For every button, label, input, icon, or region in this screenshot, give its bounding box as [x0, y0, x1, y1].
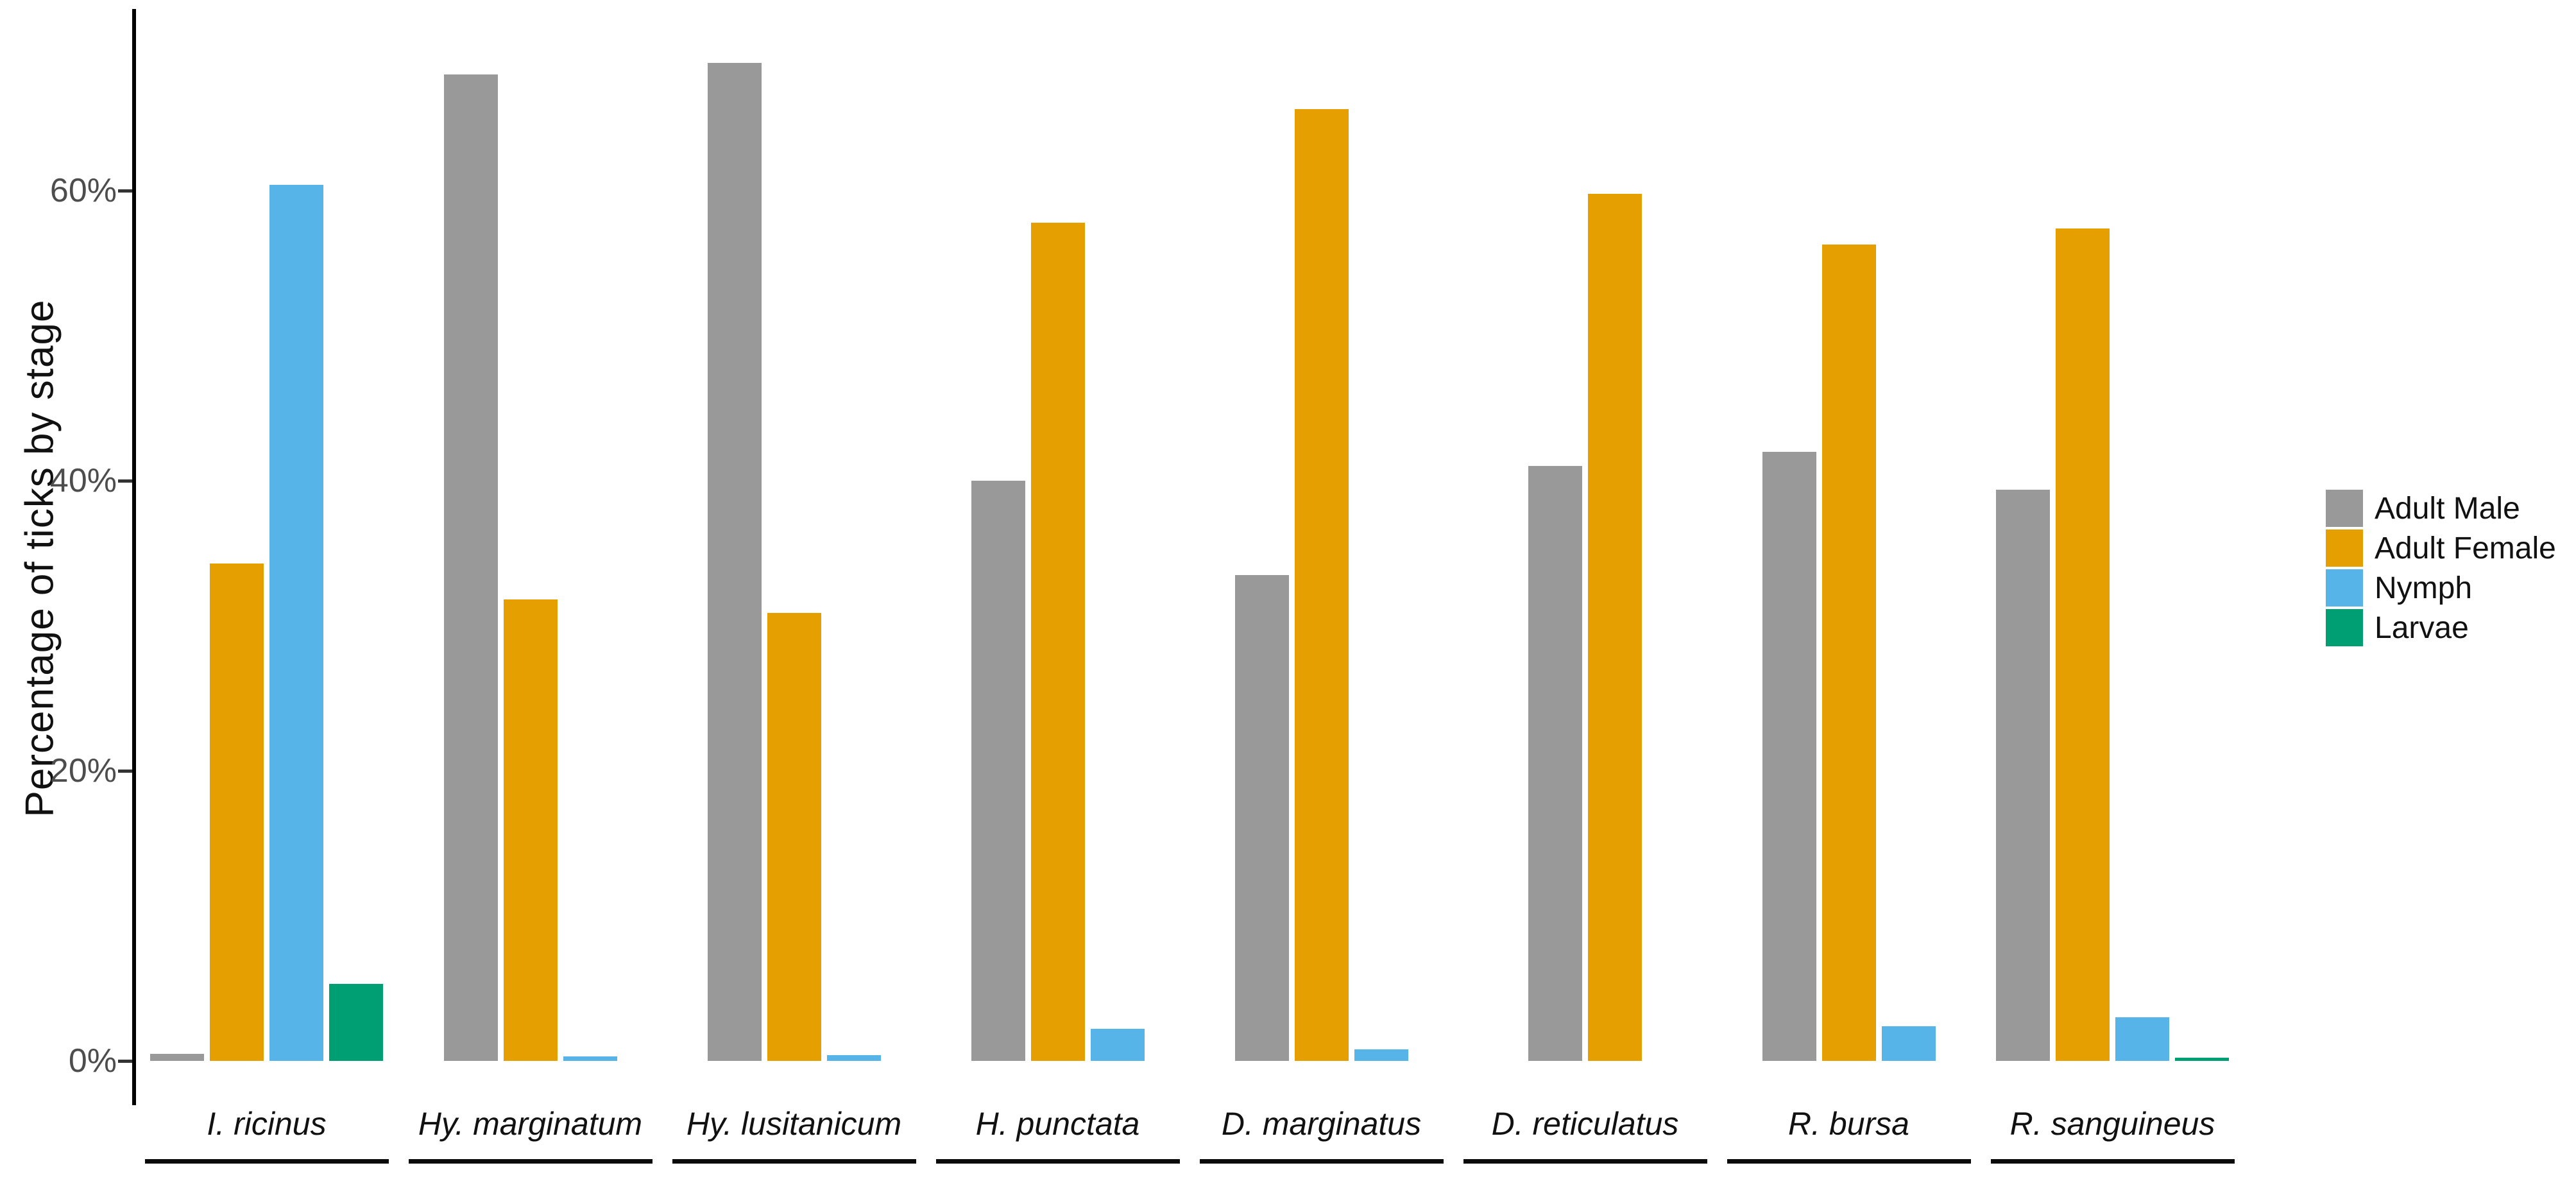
- legend-label: Adult Male: [2375, 491, 2520, 526]
- x-tick-label: D. reticulatus: [1491, 1106, 1679, 1142]
- x-label-underline: [672, 1159, 916, 1164]
- legend-swatch: [2326, 529, 2363, 567]
- x-label-underline: [1199, 1159, 1444, 1164]
- legend-label: Adult Female: [2375, 531, 2556, 565]
- x-tick-label: R. sanguineus: [2009, 1106, 2215, 1142]
- bar-nymph: [1090, 1029, 1145, 1061]
- bar-adult-female: [2056, 228, 2110, 1061]
- x-tick-label: Hy. lusitanicum: [686, 1106, 902, 1142]
- bar-group: [1190, 39, 1453, 1061]
- y-axis-title: Percentage of ticks by stage: [17, 299, 62, 818]
- y-tick-label: 60%: [49, 172, 117, 209]
- x-tick-label: Hy. marginatum: [418, 1106, 643, 1142]
- x-label-underline: [935, 1159, 1180, 1164]
- y-tick-mark: [118, 189, 132, 193]
- x-label-underline: [1727, 1159, 1971, 1164]
- bar-group: [662, 39, 926, 1061]
- x-label-underline: [1463, 1159, 1707, 1164]
- bar-nymph: [1881, 1026, 1936, 1061]
- bar-nymph: [2115, 1017, 2169, 1061]
- bar-group: [135, 39, 398, 1061]
- x-label-underline: [1990, 1159, 2235, 1164]
- legend: Adult Male Adult Female Nymph Larvae: [2326, 490, 2556, 646]
- x-tick-label: H. punctata: [975, 1106, 1140, 1142]
- y-axis-line: [132, 9, 136, 1105]
- legend-swatch: [2326, 609, 2363, 646]
- bar-adult-female: [1294, 109, 1349, 1061]
- bar-larvae: [2175, 1058, 2229, 1061]
- bar-nymph: [826, 1054, 881, 1061]
- bar-group: [1453, 39, 1717, 1061]
- legend-item: Larvae: [2326, 609, 2556, 646]
- bar-adult-female: [503, 599, 558, 1061]
- legend-item: Nymph: [2326, 569, 2556, 607]
- legend-item: Adult Female: [2326, 529, 2556, 567]
- bar-adult-female: [767, 612, 821, 1061]
- x-label-underline: [144, 1159, 389, 1164]
- x-label-underline: [408, 1159, 653, 1164]
- bar-group: [1981, 39, 2244, 1061]
- bar-adult-male: [1762, 451, 1816, 1061]
- bar-group: [398, 39, 662, 1061]
- bar-adult-male: [1996, 489, 2050, 1061]
- y-tick-mark: [118, 479, 132, 483]
- x-tick-label: I. ricinus: [207, 1106, 327, 1142]
- y-tick-mark: [118, 770, 132, 773]
- bar-adult-male: [971, 481, 1025, 1061]
- x-tick-label: D. marginatus: [1221, 1106, 1422, 1142]
- bar-larvae: [329, 984, 383, 1061]
- x-tick-label: R. bursa: [1788, 1106, 1909, 1142]
- y-tick-label: 0%: [68, 1042, 117, 1080]
- bar-adult-male: [707, 63, 762, 1061]
- legend-label: Nymph: [2375, 571, 2473, 605]
- bar-adult-male: [1528, 466, 1582, 1061]
- bar-nymph: [1354, 1049, 1408, 1061]
- bar-adult-female: [1588, 193, 1642, 1061]
- legend-item: Adult Male: [2326, 490, 2556, 527]
- bar-nymph: [269, 184, 323, 1061]
- legend-swatch: [2326, 569, 2363, 607]
- bar-adult-female: [1030, 222, 1085, 1061]
- y-tick-mark: [118, 1060, 132, 1063]
- bar-adult-male: [150, 1053, 204, 1061]
- bar-nymph: [563, 1056, 617, 1061]
- y-tick-label: 40%: [49, 462, 117, 499]
- legend-swatch: [2326, 490, 2363, 527]
- bar-adult-female: [210, 563, 264, 1061]
- bar-group: [1717, 39, 1981, 1061]
- bar-adult-male: [1234, 574, 1289, 1061]
- y-tick-label: 20%: [49, 752, 117, 789]
- bar-adult-female: [1821, 244, 1876, 1061]
- legend-label: Larvae: [2375, 610, 2469, 645]
- bar-adult-male: [443, 74, 498, 1061]
- bar-group: [926, 39, 1190, 1061]
